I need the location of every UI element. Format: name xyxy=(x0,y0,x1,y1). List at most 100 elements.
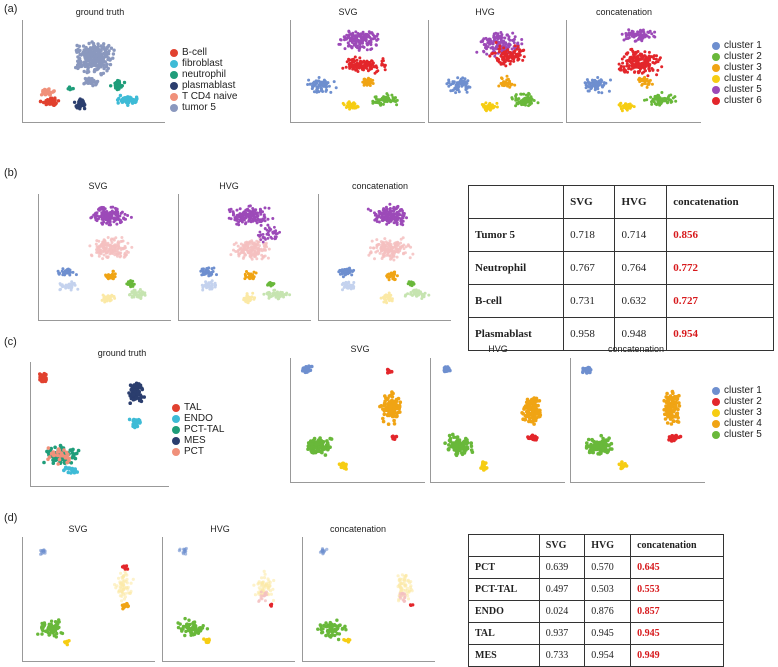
scatter-point xyxy=(63,456,68,460)
scatter-point xyxy=(388,213,392,217)
scatter-point xyxy=(347,102,351,105)
legend-label: cluster 5 xyxy=(724,429,762,440)
scatter-svg xyxy=(199,204,292,305)
scatter-point xyxy=(675,397,679,402)
scatter-point xyxy=(502,62,506,66)
scatter-point xyxy=(395,255,399,259)
scatter-point xyxy=(390,99,394,103)
scatter-point xyxy=(375,38,379,42)
scatter-point xyxy=(468,85,472,89)
scatter-point xyxy=(112,211,116,214)
scatter-point xyxy=(75,50,79,54)
scatter-point xyxy=(446,447,451,452)
scatter-point xyxy=(310,442,315,446)
scatter-point xyxy=(484,461,488,465)
scatter-point xyxy=(86,67,90,72)
scatter-point xyxy=(648,78,652,82)
scatter-point xyxy=(109,238,113,242)
scatter-point xyxy=(113,583,117,587)
scatter-point xyxy=(117,96,121,101)
scatter-point xyxy=(345,33,349,37)
scatter-point xyxy=(210,282,214,286)
table-row: Tumor 5 0.718 0.714 0.856 xyxy=(467,218,774,252)
scatter-point xyxy=(130,245,134,249)
scatter-point xyxy=(350,273,354,277)
scatter-point xyxy=(382,401,387,406)
scatter-point xyxy=(100,217,104,221)
scatter-point xyxy=(368,66,372,70)
scatter-point xyxy=(369,78,373,82)
scatter-point xyxy=(101,257,105,261)
scatter-point xyxy=(94,54,98,59)
scatter-point xyxy=(374,43,378,47)
scatter-point xyxy=(369,209,373,213)
scatter-svg xyxy=(316,547,415,644)
scatter-point xyxy=(250,212,254,216)
scatter-point xyxy=(383,97,387,100)
scatter-point xyxy=(76,55,80,59)
scatter-point xyxy=(255,257,259,261)
scatter-point xyxy=(125,567,130,571)
scatter-point xyxy=(272,578,276,583)
legend-item: cluster 2 xyxy=(712,396,762,407)
scatter-point xyxy=(130,101,135,105)
scatter-point xyxy=(122,597,126,601)
scatter-point xyxy=(607,89,611,93)
scatter-point xyxy=(635,33,639,37)
scatter-point xyxy=(391,215,395,219)
scatter-a-ground-truth xyxy=(22,20,165,123)
scatter-point xyxy=(81,101,86,105)
scatter-point xyxy=(640,83,644,87)
scatter-point xyxy=(102,253,106,257)
scatter-point xyxy=(46,446,51,450)
scatter-point xyxy=(206,285,210,289)
scatter-point xyxy=(375,66,379,70)
scatter-point xyxy=(584,86,588,90)
scatter-point xyxy=(127,417,132,422)
scatter-point xyxy=(347,57,351,61)
scatter-point xyxy=(386,370,390,374)
scatter-point xyxy=(381,416,385,421)
scatter-point xyxy=(388,207,392,211)
scatter-d-svg xyxy=(22,537,155,662)
scatter-point xyxy=(652,54,656,58)
plot-title-a-svg: SVG xyxy=(338,7,358,17)
scatter-point xyxy=(626,37,630,40)
plot-title-b-svg: SVG xyxy=(88,181,108,191)
scatter-point xyxy=(258,207,262,211)
scatter-point xyxy=(394,212,397,216)
scatter-point xyxy=(183,633,187,638)
scatter-point xyxy=(638,76,641,80)
legend-item: cluster 2 xyxy=(712,51,762,62)
scatter-point xyxy=(405,216,408,220)
scatter-point xyxy=(121,239,125,243)
scatter-point xyxy=(115,584,119,588)
scatter-point xyxy=(51,100,56,105)
scatter-point xyxy=(512,59,516,63)
scatter-point xyxy=(350,58,353,62)
scatter-point xyxy=(510,82,514,86)
scatter-point xyxy=(252,583,256,587)
scatter-point xyxy=(622,55,626,59)
scatter-point xyxy=(98,53,103,57)
scatter-point xyxy=(647,65,651,69)
legend-swatch xyxy=(170,103,178,112)
scatter-point xyxy=(315,85,319,89)
scatter-point xyxy=(69,471,73,475)
scatter-point xyxy=(669,100,673,104)
scatter-point xyxy=(113,86,118,90)
scatter-point xyxy=(88,81,92,85)
scatter-point xyxy=(356,32,360,35)
scatter-point xyxy=(387,96,390,100)
scatter-point xyxy=(261,240,265,244)
plot-title-a-cat: concatenation xyxy=(595,7,653,17)
scatter-point xyxy=(585,78,589,82)
scatter-point xyxy=(385,253,389,257)
scatter-b-hvg xyxy=(178,194,311,321)
scatter-point xyxy=(262,594,266,598)
scatter-point xyxy=(500,77,504,81)
scatter-point xyxy=(318,436,322,440)
scatter-point xyxy=(392,418,396,423)
scatter-point xyxy=(339,38,342,42)
scatter-point xyxy=(259,212,263,216)
